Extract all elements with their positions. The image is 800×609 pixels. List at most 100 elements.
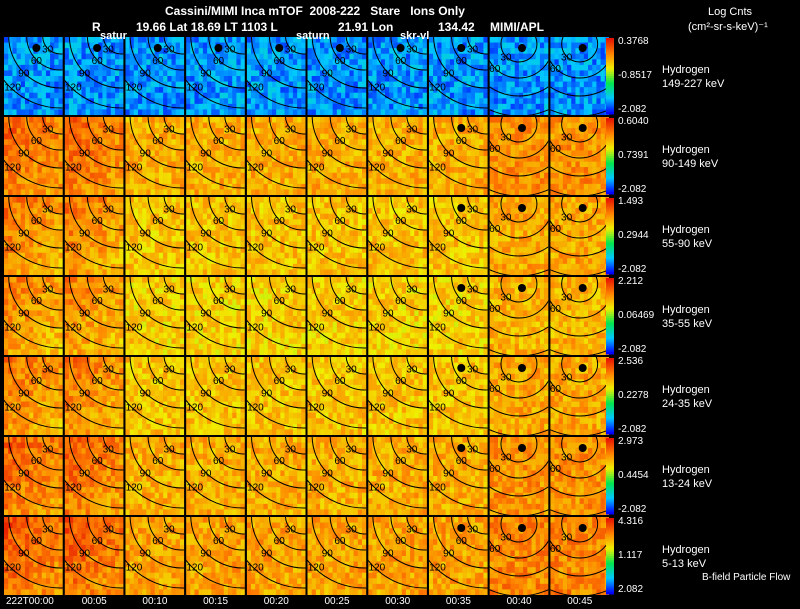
heatmap-cell: [171, 53, 177, 60]
heatmap-cell: [600, 64, 606, 71]
heatmap-cell: [150, 252, 156, 259]
heatmap-cell: [544, 156, 549, 162]
heatmap-cell: [54, 230, 59, 237]
heatmap-cell: [475, 98, 480, 105]
heatmap-cell: [232, 156, 237, 162]
heatmap-cell: [445, 81, 451, 88]
heatmap-cell: [292, 139, 298, 146]
heatmap-cell: [353, 144, 359, 151]
heatmap-cell: [240, 81, 246, 88]
panel-border: [3, 116, 64, 196]
heatmap-cell: [228, 241, 233, 248]
heatmap-cell: [12, 269, 17, 276]
heatmap-cell: [397, 139, 403, 146]
heatmap-cell: [271, 183, 277, 190]
heatmap-cell: [297, 183, 302, 190]
heatmap-cell: [219, 263, 225, 270]
heatmap-cell: [41, 202, 47, 209]
heatmap-cell: [37, 258, 43, 265]
heatmap-cell: [389, 178, 394, 185]
heatmap-cell: [81, 178, 86, 185]
heatmap-cell: [422, 189, 428, 196]
heatmap-cell: [142, 48, 147, 55]
heatmap-cell: [454, 48, 459, 55]
heatmap-cell: [527, 76, 532, 82]
colorbar-segment: [606, 57, 614, 60]
heatmap-cell: [458, 92, 463, 99]
heatmap-cell: [142, 252, 147, 259]
heatmap-cell: [596, 133, 601, 140]
contour-line: [4, 239, 63, 269]
heatmap-cell: [89, 117, 95, 123]
heatmap-cell: [110, 189, 116, 196]
heatmap-cell: [328, 133, 333, 140]
heatmap-cell: [454, 161, 459, 168]
colorbar-segment: [606, 104, 614, 107]
heatmap-cell: [94, 167, 99, 174]
header-r-label: R: [92, 20, 101, 34]
heatmap-cell: [4, 53, 9, 60]
heatmap-cell: [8, 150, 13, 157]
heatmap-cell: [4, 87, 9, 94]
heatmap-cell: [73, 167, 78, 174]
heatmap-cell: [4, 161, 9, 168]
heatmap-cell: [68, 224, 74, 231]
heatmap-cell: [284, 98, 290, 105]
heatmap-cell: [401, 59, 407, 66]
heatmap-cell: [73, 197, 78, 203]
contour-line: [163, 197, 185, 215]
heatmap-cell: [110, 224, 116, 231]
contour-label: 60: [395, 56, 407, 67]
heatmap-cell: [527, 178, 532, 185]
heatmap-cell: [58, 70, 63, 77]
heatmap-cell: [77, 70, 82, 77]
heatmap-cell: [150, 70, 156, 77]
heatmap-cell: [146, 76, 151, 82]
heatmap-cell: [535, 81, 541, 88]
heatmap-cell: [288, 122, 294, 129]
heatmap-cell: [29, 224, 34, 231]
heatmap-cell: [194, 258, 199, 265]
heatmap-cell: [163, 183, 168, 190]
heatmap-cell: [85, 48, 91, 55]
heatmap-cell: [483, 167, 488, 174]
heatmap-cell: [45, 139, 51, 146]
heatmap-cell: [441, 133, 446, 140]
heatmap-cell: [493, 178, 499, 185]
heatmap-cell: [20, 161, 26, 168]
heatmap-cell: [397, 172, 403, 179]
heatmap-cell: [232, 189, 237, 196]
heatmap-cell: [215, 64, 220, 71]
heatmap-cell: [58, 252, 63, 259]
heatmap-cell: [125, 76, 130, 82]
heatmap-cell: [167, 37, 172, 43]
heatmap-cell: [250, 117, 256, 123]
heatmap-cell: [81, 109, 86, 116]
heatmap-cell: [198, 87, 204, 94]
heatmap-cell: [207, 213, 212, 220]
heatmap-cell: [54, 219, 59, 226]
colorbar-segment: [606, 100, 614, 104]
contour-label: 30: [103, 205, 115, 216]
heatmap-cell: [255, 167, 260, 174]
heatmap-cell: [397, 189, 403, 196]
contour-line: [428, 79, 488, 109]
heatmap-cell: [341, 161, 346, 168]
heatmap-cell: [179, 128, 185, 135]
heatmap-cell: [324, 87, 329, 94]
heatmap-cell: [110, 48, 116, 55]
heatmap-cell: [510, 59, 516, 66]
heatmap-cell: [64, 64, 70, 71]
heatmap-cell: [68, 150, 74, 157]
heatmap-cell: [341, 139, 346, 146]
heatmap-cell: [190, 64, 195, 71]
heatmap-cell: [297, 53, 302, 60]
heatmap-cell: [54, 144, 59, 151]
heatmap-cell: [154, 150, 160, 157]
heatmap-cell: [171, 269, 177, 276]
heatmap-cell: [489, 122, 495, 129]
heatmap-cell: [324, 117, 329, 123]
heatmap-cell: [539, 42, 545, 49]
heatmap-cell: [24, 64, 30, 71]
heatmap-cell: [98, 224, 103, 231]
